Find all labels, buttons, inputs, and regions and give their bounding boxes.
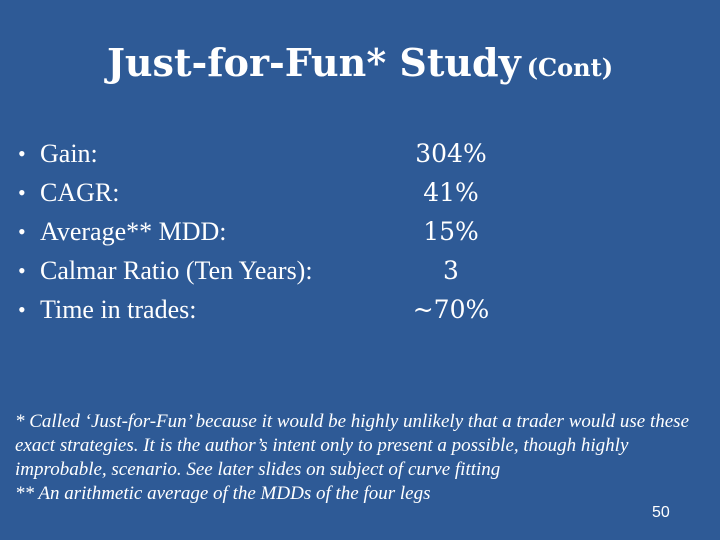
slide-title: Just-for-Fun* Study (Cont)	[0, 40, 720, 85]
bullet: •	[18, 141, 26, 166]
title-main: Just-for-Fun* Study	[106, 40, 521, 85]
stat-row-cagr: • CAGR: 41%	[18, 173, 518, 213]
footnote-average-mdd: ** An arithmetic average of the MDDs of …	[15, 483, 431, 504]
stat-label: Average** MDD:	[40, 217, 227, 246]
stat-row-time-in-trades: • Time in trades: ~70%	[18, 290, 518, 330]
stat-row-calmar: • Calmar Ratio (Ten Years): 3	[18, 251, 518, 291]
stat-value: 3	[443, 256, 459, 285]
footnote-just-for-fun: * Called ‘Just-for-Fun’ because it would…	[15, 411, 690, 480]
title-suffix: (Cont)	[526, 53, 614, 82]
stat-label: Gain:	[40, 139, 98, 168]
stat-value: ~70%	[412, 295, 490, 324]
footnotes: * Called ‘Just-for-Fun’ because it would…	[15, 410, 695, 506]
stat-row-gain: • Gain: 304%	[18, 134, 518, 174]
stat-value: 41%	[423, 178, 479, 207]
stat-row-mdd: • Average** MDD: 15%	[18, 212, 518, 252]
stat-label: Time in trades:	[40, 295, 197, 324]
bullet: •	[18, 297, 26, 322]
bullet: •	[18, 258, 26, 283]
stat-value: 15%	[423, 217, 479, 246]
bullet: •	[18, 219, 26, 244]
page-number: 50	[652, 504, 670, 521]
bullet: •	[18, 180, 26, 205]
stat-label: CAGR:	[40, 178, 120, 207]
stat-value: 304%	[415, 139, 487, 168]
stat-label: Calmar Ratio (Ten Years):	[40, 256, 313, 285]
